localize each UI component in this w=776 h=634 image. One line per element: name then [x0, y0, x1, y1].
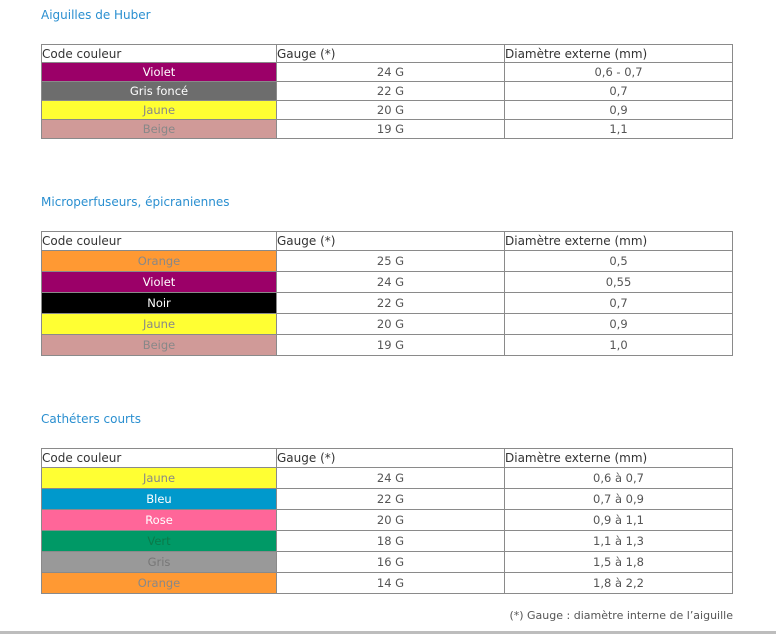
table: Code couleur Gauge (*) Diamètre externe (m… [41, 231, 733, 356]
header-cell: Gauge (*) [276, 44, 505, 63]
row: Gris 16 G 1,5 à 1,8 [41, 551, 733, 573]
row: Jaune 20 G 0,9 [41, 313, 733, 335]
cell: 14 G [276, 572, 505, 594]
row: Beige 19 G 1,1 [41, 119, 733, 139]
header-row: Code couleur Gauge (*) Diamètre externe (m… [41, 44, 733, 63]
cell: 0,7 à 0,9 [504, 488, 733, 510]
color-cell: Jaune [41, 100, 277, 120]
color-cell: Gris [41, 551, 277, 573]
color-cell: Noir [41, 292, 277, 314]
cell: 0,7 [504, 81, 733, 101]
cell: 0,9 [504, 313, 733, 335]
cell: 20 G [276, 100, 505, 120]
row: Vert 18 G 1,1 à 1,3 [41, 530, 733, 552]
cell: 0,6 - 0,7 [504, 62, 733, 82]
cell: 20 G [276, 313, 505, 335]
cell: 25 G [276, 250, 505, 272]
section-title: Microperfuseurs, épicraniennes [41, 195, 230, 209]
header-cell: Code couleur [41, 448, 277, 468]
header-cell: Diamètre externe (mm) [504, 448, 733, 468]
color-cell: Rose [41, 509, 277, 531]
row: Violet 24 G 0,55 [41, 271, 733, 293]
color-cell: Beige [41, 334, 277, 356]
header-cell: Code couleur [41, 44, 277, 63]
table: Code couleur Gauge (*) Diamètre externe (m… [41, 44, 733, 139]
header-row: Code couleur Gauge (*) Diamètre externe (m… [41, 448, 733, 468]
cell: 0,5 [504, 250, 733, 272]
cell: 16 G [276, 551, 505, 573]
header-row: Code couleur Gauge (*) Diamètre externe (m… [41, 231, 733, 251]
row: Jaune 20 G 0,9 [41, 100, 733, 120]
section-title: Aiguilles de Huber [41, 8, 151, 22]
color-cell: Jaune [41, 467, 277, 489]
cell: 24 G [276, 271, 505, 293]
cell: 0,55 [504, 271, 733, 293]
row: Violet 24 G 0,6 - 0,7 [41, 62, 733, 82]
footnote: (*) Gauge : diamètre interne de l’aiguil… [509, 609, 733, 622]
color-cell: Vert [41, 530, 277, 552]
cell: 0,9 [504, 100, 733, 120]
color-cell: Beige [41, 119, 277, 139]
row: Beige 19 G 1,0 [41, 334, 733, 356]
cell: 20 G [276, 509, 505, 531]
cell: 1,8 à 2,2 [504, 572, 733, 594]
bottom-border [0, 631, 776, 634]
header-cell: Diamètre externe (mm) [504, 231, 733, 251]
header-cell: Gauge (*) [276, 448, 505, 468]
cell: 22 G [276, 488, 505, 510]
cell: 0,7 [504, 292, 733, 314]
cell: 19 G [276, 119, 505, 139]
color-cell: Violet [41, 271, 277, 293]
color-cell: Violet [41, 62, 277, 82]
cell: 24 G [276, 467, 505, 489]
color-cell: Jaune [41, 313, 277, 335]
color-cell: Orange [41, 250, 277, 272]
row: Noir 22 G 0,7 [41, 292, 733, 314]
cell: 1,0 [504, 334, 733, 356]
cell: 22 G [276, 81, 505, 101]
header-cell: Code couleur [41, 231, 277, 251]
cell: 1,5 à 1,8 [504, 551, 733, 573]
row: Gris foncé 22 G 0,7 [41, 81, 733, 101]
cell: 18 G [276, 530, 505, 552]
cell: 0,6 à 0,7 [504, 467, 733, 489]
header-cell: Diamètre externe (mm) [504, 44, 733, 63]
row: Orange 14 G 1,8 à 2,2 [41, 572, 733, 594]
row: Orange 25 G 0,5 [41, 250, 733, 272]
section-title: Cathéters courts [41, 412, 141, 426]
row: Bleu 22 G 0,7 à 0,9 [41, 488, 733, 510]
cell: 0,9 à 1,1 [504, 509, 733, 531]
cell: 1,1 à 1,3 [504, 530, 733, 552]
color-cell: Gris foncé [41, 81, 277, 101]
color-cell: Bleu [41, 488, 277, 510]
cell: 22 G [276, 292, 505, 314]
row: Jaune 24 G 0,6 à 0,7 [41, 467, 733, 489]
cell: 19 G [276, 334, 505, 356]
color-cell: Orange [41, 572, 277, 594]
header-cell: Gauge (*) [276, 231, 505, 251]
cell: 1,1 [504, 119, 733, 139]
row: Rose 20 G 0,9 à 1,1 [41, 509, 733, 531]
cell: 24 G [276, 62, 505, 82]
table: Code couleur Gauge (*) Diamètre externe (m… [41, 448, 733, 594]
